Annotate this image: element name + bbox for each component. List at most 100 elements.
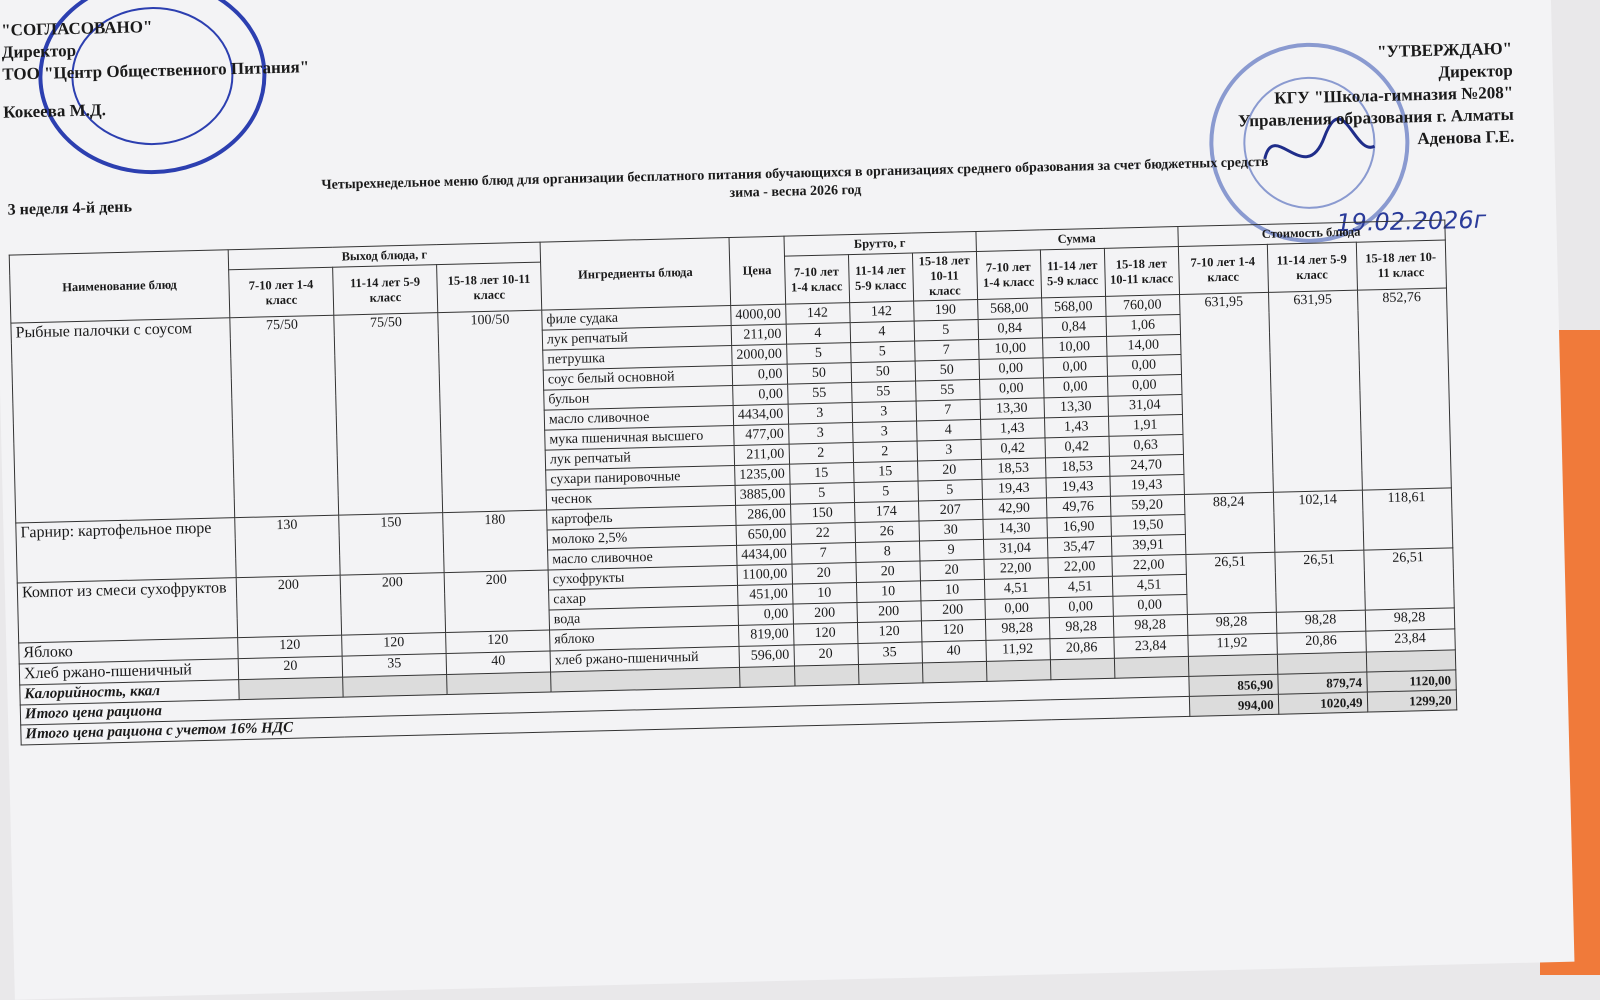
- brutto-value: 15: [789, 462, 854, 485]
- sum-value: 1,43: [980, 417, 1045, 440]
- dish-yield: 75/50: [229, 315, 339, 518]
- agreed-block: "СОГЛАСОВАНО" Директор ТОО "Центр Общест…: [1, 12, 310, 123]
- ingredient-price: 819,00: [738, 624, 794, 647]
- sum-value: 0,00: [1048, 596, 1113, 618]
- ingredient-price: 0,00: [732, 364, 788, 386]
- age-group-header: 11-14 лет 5-9 класс: [1266, 242, 1357, 293]
- sum-value: 10,00: [1042, 336, 1107, 358]
- summary-value: [1365, 649, 1456, 673]
- sum-value: 10,00: [978, 337, 1043, 360]
- dish-yield: 40: [446, 651, 551, 675]
- sum-value: 16,90: [1046, 516, 1111, 538]
- sum-value: 4,51: [983, 577, 1049, 600]
- brutto-value: 7: [791, 542, 856, 565]
- dish-yield: 200: [236, 575, 342, 638]
- brutto-value: 5: [913, 319, 979, 342]
- empty-cell: [1049, 658, 1115, 680]
- brutto-value: 174: [854, 500, 919, 523]
- brutto-value: 3: [787, 402, 853, 425]
- sum-value: 19,43: [981, 477, 1046, 500]
- summary-value: 879,74: [1277, 672, 1367, 695]
- sum-value: 4,51: [1047, 576, 1113, 598]
- sum-value: 35,47: [1046, 536, 1112, 558]
- sum-value: 31,04: [1107, 394, 1182, 417]
- age-group-header: 15-18 лет 10-11 класс: [1103, 246, 1180, 297]
- age-group-header: 15-18 лет 10-11 класс: [1355, 240, 1446, 291]
- dish-yield: 20: [238, 656, 343, 680]
- brutto-value: 5: [917, 479, 982, 501]
- brutto-value: 142: [849, 301, 914, 323]
- document-title: Четырехнедельное меню блюд для организац…: [245, 152, 1346, 215]
- col-ingredients: Ингредиенты блюда: [540, 237, 731, 311]
- brutto-value: 3: [916, 439, 982, 461]
- sum-value: 20,86: [1049, 637, 1114, 660]
- ingredient-price: 4000,00: [730, 304, 786, 326]
- brutto-value: 200: [920, 599, 985, 621]
- brutto-value: 26: [854, 520, 919, 543]
- ingredient-price: 3885,00: [735, 484, 791, 506]
- empty-cell: [1113, 656, 1189, 679]
- brutto-value: 207: [918, 499, 983, 521]
- ingredient-price: 2000,00: [731, 344, 787, 366]
- ingredient-price: 650,00: [736, 524, 792, 546]
- ingredient-price: 596,00: [739, 645, 795, 668]
- ingredient-price: 1235,00: [734, 464, 790, 486]
- sum-value: 11,92: [985, 638, 1050, 662]
- age-group-header: 15-18 лет 10-11 класс: [911, 251, 978, 302]
- dish-yield: 75/50: [333, 312, 443, 516]
- sum-value: 0,00: [979, 377, 1044, 400]
- sum-value: 39,91: [1110, 534, 1186, 557]
- dish-yield: 35: [342, 653, 447, 678]
- sum-value: 49,76: [1045, 496, 1111, 518]
- age-group-header: 11-14 лет 5-9 класс: [1039, 248, 1106, 298]
- sum-value: 22,00: [1111, 554, 1186, 577]
- dish-name: Гарнир: картофельное пюре: [15, 517, 237, 584]
- empty-cell: [238, 677, 344, 700]
- brutto-value: 120: [792, 622, 858, 646]
- sum-value: 1,91: [1107, 414, 1183, 437]
- brutto-value: 5: [789, 482, 855, 505]
- sum-value: 0,84: [1041, 316, 1107, 338]
- sum-value: 59,20: [1109, 494, 1185, 517]
- sum-value: 19,43: [1109, 474, 1184, 497]
- dish-cost: 23,84: [1365, 628, 1455, 653]
- sum-value: 568,00: [1041, 296, 1106, 318]
- dish-yield: 130: [234, 515, 341, 578]
- dish-cost: 98,28: [1186, 612, 1277, 636]
- sum-value: 18,53: [981, 457, 1046, 480]
- brutto-value: 4: [849, 321, 915, 343]
- brutto-value: 7: [914, 339, 979, 362]
- sum-value: 18,53: [1044, 456, 1110, 478]
- brutto-value: 20: [791, 562, 856, 585]
- dish-cost: 631,95: [1268, 290, 1362, 493]
- brutto-value: 3: [852, 421, 917, 443]
- sum-value: 0,00: [1112, 594, 1187, 617]
- brutto-value: 7: [915, 399, 981, 422]
- empty-cell: [739, 666, 795, 688]
- dish-yield: 120: [445, 630, 551, 654]
- sum-value: 568,00: [977, 297, 1042, 320]
- brutto-value: 55: [915, 379, 980, 402]
- ingredient-price: 451,00: [737, 584, 793, 606]
- sum-value: 98,28: [1048, 616, 1114, 639]
- dish-yield: 100/50: [437, 310, 547, 513]
- brutto-value: 40: [921, 640, 986, 663]
- sum-value: 1,06: [1105, 314, 1181, 337]
- brutto-value: 9: [918, 539, 984, 561]
- brutto-value: 4: [916, 419, 981, 442]
- sum-value: 0,42: [1044, 436, 1109, 458]
- summary-value: 1020,49: [1277, 692, 1368, 715]
- summary-value: [1187, 654, 1278, 677]
- sum-value: 760,00: [1105, 294, 1180, 317]
- brutto-value: 3: [788, 422, 853, 445]
- brutto-value: 2: [852, 441, 918, 463]
- brutto-value: 5: [786, 342, 851, 365]
- dish-cost: 26,51: [1363, 547, 1454, 611]
- age-group-header: 7-10 лет 1-4 класс: [783, 254, 850, 305]
- ingredient-price: 211,00: [731, 324, 787, 346]
- col-dish: Наименование блюд: [9, 249, 230, 324]
- brutto-value: 10: [791, 582, 857, 605]
- brutto-value: 5: [853, 480, 919, 503]
- ingredient-price: 0,00: [738, 604, 793, 626]
